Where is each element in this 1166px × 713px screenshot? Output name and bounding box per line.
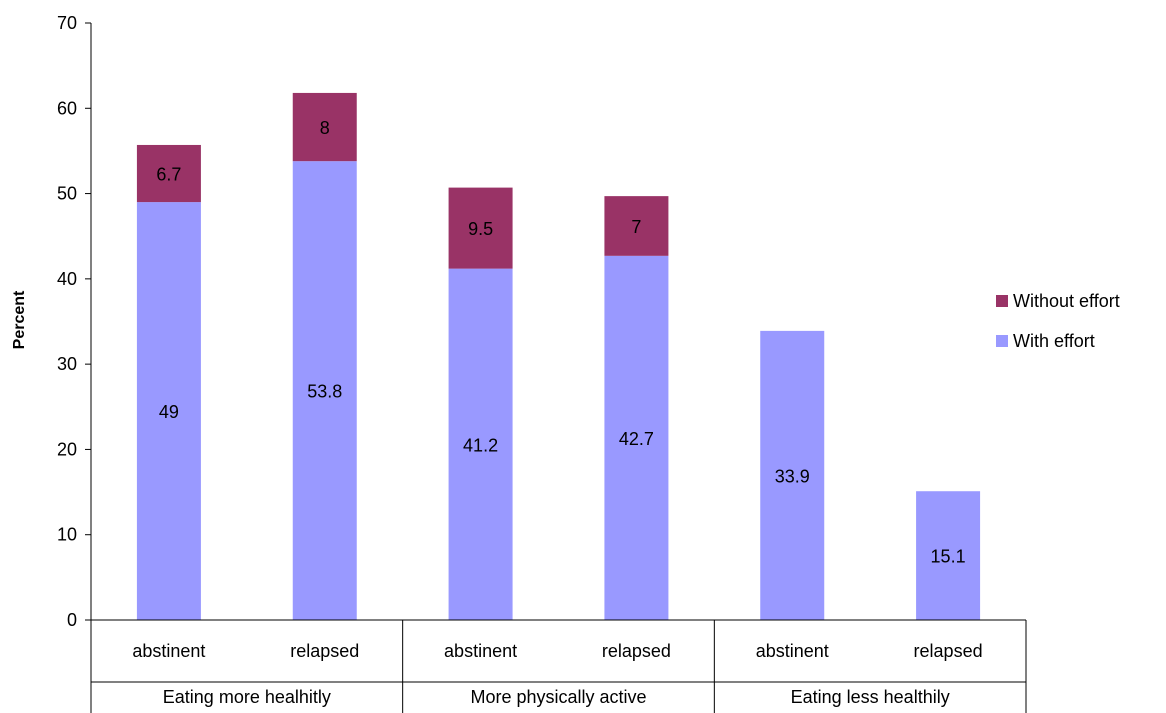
y-tick-label: 40 bbox=[57, 269, 77, 289]
y-tick-label: 10 bbox=[57, 525, 77, 545]
data-label: 9.5 bbox=[468, 219, 493, 239]
data-label: 42.7 bbox=[619, 429, 654, 449]
bar-without-effort bbox=[448, 187, 513, 269]
y-tick-label: 60 bbox=[57, 98, 77, 118]
data-label: 53.8 bbox=[307, 382, 342, 402]
y-tick-label: 0 bbox=[67, 610, 77, 630]
category-label: abstinent bbox=[444, 641, 517, 661]
category-label: relapsed bbox=[290, 641, 359, 661]
legend-label: With effort bbox=[1013, 331, 1095, 351]
axes-layer bbox=[85, 22, 1027, 713]
group-label: Eating more healhitly bbox=[163, 687, 331, 707]
bar-with-effort bbox=[760, 330, 825, 620]
bar-with-effort bbox=[292, 161, 357, 621]
data-label: 15.1 bbox=[931, 547, 966, 567]
legend-swatch bbox=[996, 335, 1008, 347]
data-label: 7 bbox=[631, 217, 641, 237]
y-tick-label: 70 bbox=[57, 13, 77, 33]
group-label: Eating less healthily bbox=[791, 687, 950, 707]
category-label: abstinent bbox=[756, 641, 829, 661]
legend: Without effort With effort bbox=[996, 291, 1120, 351]
group-label: More physically active bbox=[470, 687, 646, 707]
category-label: relapsed bbox=[914, 641, 983, 661]
data-label: 33.9 bbox=[775, 466, 810, 486]
y-axis-title: Percent bbox=[11, 290, 28, 349]
category-label: abstinent bbox=[132, 641, 205, 661]
y-tick-label: 20 bbox=[57, 439, 77, 459]
data-label: 41.2 bbox=[463, 435, 498, 455]
bar-without-effort bbox=[292, 92, 357, 162]
bars-layer bbox=[136, 92, 981, 621]
data-label: 49 bbox=[159, 402, 179, 422]
data-label: 6.7 bbox=[156, 165, 181, 185]
bar-without-effort bbox=[604, 196, 669, 256]
legend-swatch bbox=[996, 295, 1008, 307]
bar-without-effort bbox=[136, 144, 201, 203]
labels-layer: 49 6.7 53.8 8 41.2 9.5 42.7 7 33.9 15.1 0 10 20 30 40 5… bbox=[57, 13, 983, 707]
legend-label: Without effort bbox=[1013, 291, 1120, 311]
y-tick-label: 50 bbox=[57, 184, 77, 204]
bar-with-effort bbox=[448, 268, 513, 620]
bar-with-effort bbox=[916, 491, 981, 620]
y-tick-label: 30 bbox=[57, 354, 77, 374]
category-label: relapsed bbox=[602, 641, 671, 661]
bar-with-effort bbox=[136, 202, 201, 620]
data-label: 8 bbox=[320, 118, 330, 138]
bar-with-effort bbox=[604, 255, 669, 620]
